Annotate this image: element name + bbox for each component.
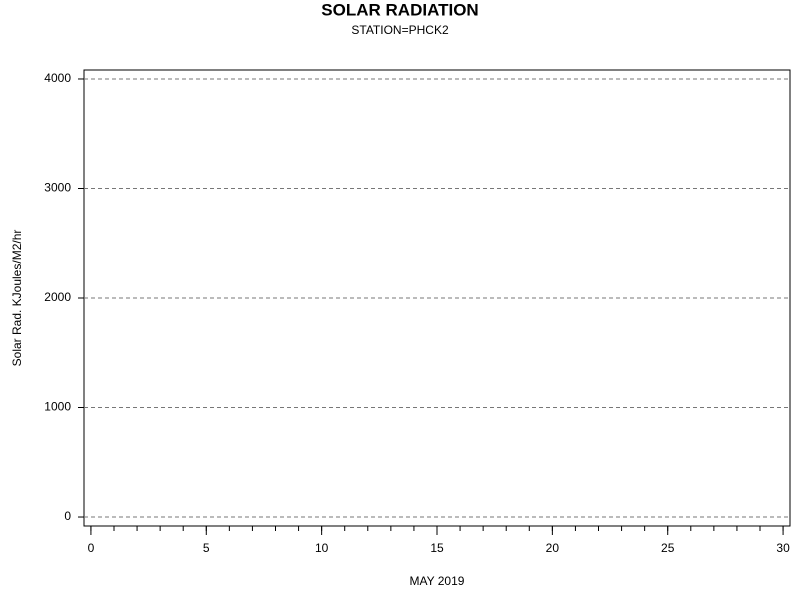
x-tick-label: 25	[661, 541, 675, 555]
y-tick-label: 0	[64, 509, 71, 523]
x-tick-label: 15	[430, 541, 444, 555]
x-tick-label: 20	[546, 541, 560, 555]
y-tick-label: 3000	[44, 181, 71, 195]
x-tick-label: 10	[315, 541, 329, 555]
x-tick-label: 0	[88, 541, 95, 555]
x-tick-label: 5	[203, 541, 210, 555]
x-tick-label: 30	[776, 541, 790, 555]
y-tick-label: 1000	[44, 400, 71, 414]
y-tick-label: 4000	[44, 71, 71, 85]
x-axis-label: MAY 2019	[410, 574, 465, 588]
y-axis-label: Solar Rad. KJoules/M2/hr	[10, 230, 24, 367]
chart-subtitle: STATION=PHCK2	[351, 23, 449, 37]
y-tick-label: 2000	[44, 290, 71, 304]
chart-title: SOLAR RADIATION	[321, 0, 478, 19]
